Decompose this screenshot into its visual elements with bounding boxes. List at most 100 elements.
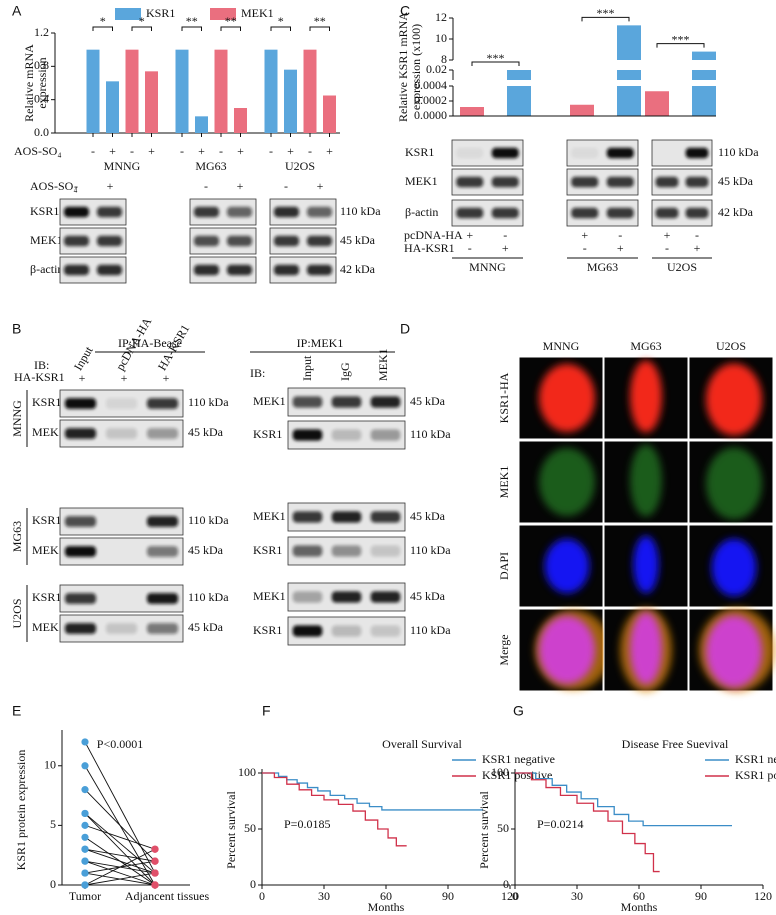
blot-row-label: MEK1 <box>32 425 65 439</box>
row-label: MEK1 <box>497 466 511 499</box>
lane-mark: + <box>466 228 473 242</box>
blot-row-label: MEK1 <box>253 394 286 408</box>
pair-line <box>84 872 156 886</box>
lane-mark: + <box>237 179 244 193</box>
blot-band <box>370 591 401 603</box>
lane-label: MEK1 <box>376 348 390 381</box>
blot-band <box>273 206 300 218</box>
significance: ** <box>225 14 237 28</box>
lane-mark: - <box>468 241 472 255</box>
bar <box>106 81 119 133</box>
category-label: Adjancent tissues <box>125 889 210 903</box>
dot <box>81 833 89 841</box>
size-label: 110 kDa <box>188 513 229 527</box>
cell-line-label: U2OS <box>10 598 24 628</box>
panel-label: B <box>12 321 21 337</box>
blot-row-label: KSR1 <box>253 623 282 637</box>
blot-band <box>685 147 709 159</box>
blot-band <box>226 264 253 276</box>
bar <box>645 91 669 116</box>
size-label: 110 kDa <box>410 427 451 441</box>
blot-band <box>685 207 709 219</box>
row-label: Merge <box>497 634 511 665</box>
blot-row-label: KSR1 <box>253 543 282 557</box>
y-axis-label: Percent survival <box>224 791 238 869</box>
dot <box>81 809 89 818</box>
y-axis-label: Percent survival <box>477 791 491 869</box>
blot-band <box>105 428 138 439</box>
significance: *** <box>597 6 615 20</box>
blot-row-label: KSR1 <box>405 145 434 159</box>
y-tick-label: 0 <box>50 877 56 891</box>
blot-band <box>193 235 220 247</box>
axis-break <box>445 80 718 86</box>
lane-mark: + <box>581 228 588 242</box>
cell-signal <box>539 616 595 684</box>
cell-signal <box>633 535 659 594</box>
y-tick-label: 12 <box>435 10 447 24</box>
size-label: 45 kDa <box>340 233 376 247</box>
blot-band <box>456 176 484 188</box>
legend-label: KSR1 positive <box>482 768 552 782</box>
bar <box>234 108 247 133</box>
blot-row-label: KSR1 <box>30 204 59 218</box>
cell-signal <box>630 360 662 433</box>
legend-label: KSR1 negative <box>482 752 555 766</box>
category-label: + <box>109 144 116 158</box>
blot-band <box>306 235 333 247</box>
blot-row-label: MEK1 <box>253 589 286 603</box>
y-tick-label: 0.4 <box>34 91 49 105</box>
blot-band <box>193 264 220 276</box>
y-tick-label: 0.02 <box>426 62 447 76</box>
dot <box>81 881 89 889</box>
panel-label: G <box>513 703 524 719</box>
condition-label: HA-KSR1 <box>404 241 455 255</box>
blot-band <box>306 206 333 218</box>
panel-label: E <box>12 703 21 719</box>
cell-line-label: MNNG <box>10 400 24 437</box>
blot-band <box>331 429 362 441</box>
category-label: + <box>326 144 333 158</box>
blot-band <box>96 264 123 276</box>
dot <box>81 762 89 770</box>
category-label: + <box>287 144 294 158</box>
blot-row-label: KSR1 <box>32 513 61 527</box>
survival-curve <box>262 772 407 847</box>
blot-band <box>491 147 519 159</box>
pair-line <box>84 813 156 886</box>
lane-mark: + <box>121 371 128 385</box>
significance-bracket <box>656 43 705 48</box>
category-label: - <box>91 144 95 158</box>
blot-band <box>456 147 484 159</box>
lane-mark: - <box>618 228 622 242</box>
lane-mark: - <box>695 228 699 242</box>
blot-row-label: KSR1 <box>253 427 282 441</box>
lane-mark: + <box>694 241 701 255</box>
blot-row-label: MEK1 <box>32 543 65 557</box>
group-label: MNNG <box>104 159 141 173</box>
group-label: MNNG <box>469 260 506 274</box>
blot-band <box>306 264 333 276</box>
bar <box>507 70 531 116</box>
size-label: 45 kDa <box>188 620 224 634</box>
lane-mark: - <box>284 179 288 193</box>
x-tick-label: 0 <box>512 889 518 903</box>
blot-band <box>685 176 709 188</box>
column-label: MG63 <box>630 339 661 353</box>
dot <box>81 821 89 829</box>
lane-label: IgG <box>338 362 352 381</box>
ip-title: IP:MEK1 <box>297 336 344 350</box>
blot-band <box>146 428 179 439</box>
p-value: P<0.0001 <box>97 737 143 751</box>
size-label: 110 kDa <box>188 590 229 604</box>
lane-mark: - <box>665 241 669 255</box>
blot-band <box>146 398 179 409</box>
blot-band <box>292 429 323 441</box>
y-tick-label: 0.8 <box>34 58 49 72</box>
blot <box>189 256 257 284</box>
y-axis-label: expression <box>35 57 49 108</box>
blot-band <box>331 625 362 637</box>
category-row-label: AOS-SO₄ <box>14 144 62 158</box>
blot-row-label: MEK1 <box>405 174 438 188</box>
